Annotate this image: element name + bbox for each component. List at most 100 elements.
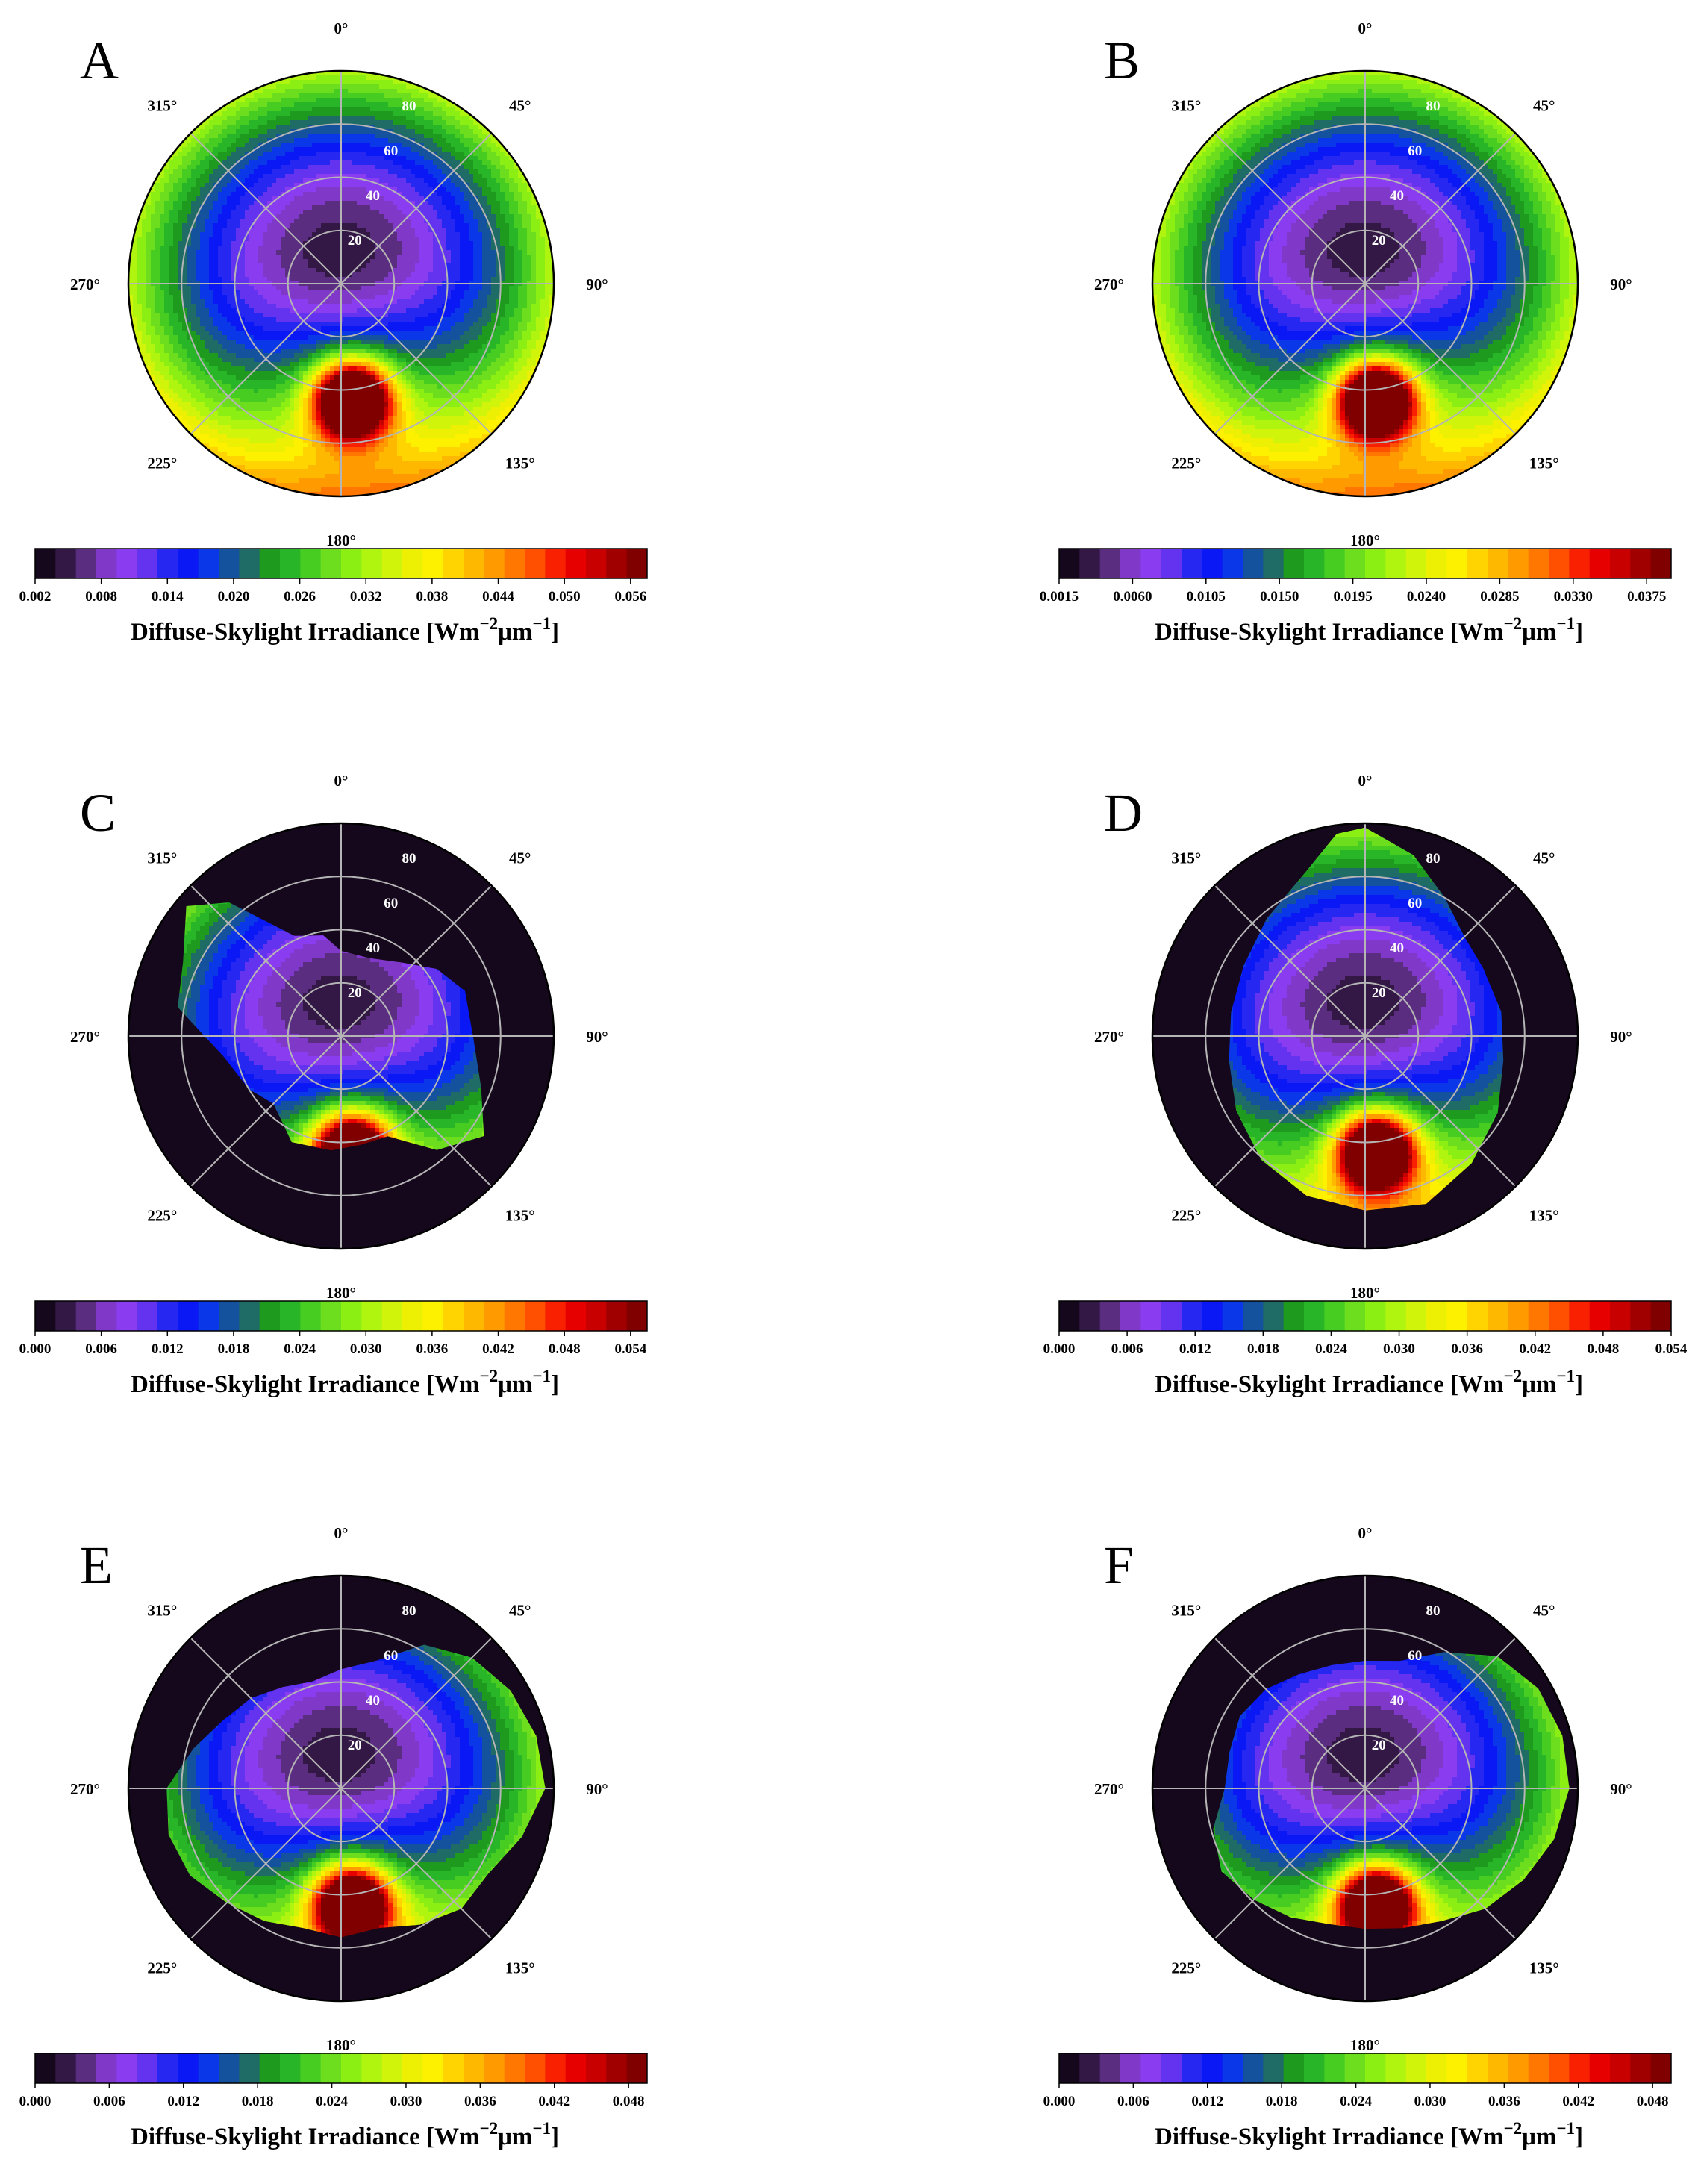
- contour-cell: [142, 304, 147, 309]
- contour-cell: [482, 277, 487, 282]
- contour-cell: [303, 165, 308, 170]
- contour-cell: [146, 286, 152, 291]
- contour-cell: [227, 102, 232, 107]
- contour-cell: [299, 187, 304, 193]
- contour-cell: [218, 286, 223, 291]
- contour-cell: [415, 290, 420, 296]
- contour-cell: [402, 317, 407, 322]
- contour-cell: [361, 246, 366, 251]
- contour-cell: [258, 134, 263, 139]
- contour-cell: [330, 80, 335, 85]
- contour-cell: [446, 214, 452, 219]
- contour-cell: [424, 160, 429, 166]
- contour-cell: [187, 147, 192, 152]
- contour-cell: [437, 326, 443, 331]
- contour-cell: [379, 111, 384, 116]
- contour-cell: [316, 192, 322, 197]
- contour-cell: [263, 232, 268, 237]
- contour-cell: [393, 210, 398, 215]
- contour-cell: [272, 116, 277, 121]
- contour-cell: [272, 107, 277, 112]
- contour-cell: [146, 322, 152, 327]
- contour-cell: [487, 277, 492, 282]
- contour-cell: [254, 138, 259, 143]
- contour-cell: [236, 272, 241, 278]
- contour-cell: [227, 344, 232, 349]
- contour-cell: [500, 174, 505, 179]
- contour-cell: [469, 340, 474, 345]
- contour-cell: [518, 210, 523, 215]
- contour-cell: [263, 201, 268, 206]
- contour-cell: [527, 237, 532, 242]
- contour-cell: [151, 196, 156, 202]
- contour-cell: [164, 340, 169, 345]
- contour-cell: [487, 169, 492, 175]
- contour-cell: [437, 98, 443, 103]
- contour-cell: [393, 156, 398, 161]
- contour-cell: [424, 241, 429, 246]
- contour-cell: [514, 331, 519, 336]
- contour-cell: [178, 232, 183, 237]
- contour-cell: [281, 317, 286, 322]
- contour-cell: [366, 80, 371, 85]
- contour-cell: [464, 299, 469, 305]
- contour-cell: [424, 232, 429, 237]
- contour-cell: [164, 344, 169, 349]
- contour-cell: [469, 299, 474, 305]
- contour-cell: [527, 268, 532, 273]
- contour-cell: [352, 272, 358, 278]
- contour-cell: [299, 255, 304, 260]
- contour-cell: [164, 178, 169, 184]
- contour-cell: [514, 219, 519, 224]
- contour-cell: [276, 80, 281, 85]
- contour-cell: [191, 237, 196, 242]
- contour-cell: [249, 129, 255, 134]
- contour-cell: [361, 71, 366, 76]
- contour-cell: [366, 183, 371, 188]
- contour-cell: [245, 183, 250, 188]
- contour-cell: [299, 223, 304, 228]
- contour-cell: [518, 272, 523, 278]
- contour-cell: [263, 169, 268, 175]
- contour-cell: [536, 322, 541, 327]
- contour-cell: [200, 290, 205, 296]
- contour-cell: [227, 219, 232, 224]
- contour-cell: [419, 277, 425, 282]
- contour-cell: [169, 272, 174, 278]
- contour-cell: [299, 304, 304, 309]
- contour-cell: [469, 174, 474, 179]
- contour-cell: [370, 174, 375, 179]
- contour-cell: [334, 120, 340, 125]
- contour-cell: [500, 246, 505, 251]
- contour-cell: [160, 237, 165, 242]
- contour-cell: [514, 326, 519, 331]
- contour-cell: [518, 228, 523, 233]
- contour-cell: [267, 192, 272, 197]
- contour-cell: [379, 340, 384, 345]
- contour-cell: [263, 237, 268, 242]
- contour-cell: [263, 290, 268, 296]
- contour-cell: [258, 326, 263, 331]
- contour-cell: [312, 277, 317, 282]
- contour-cell: [366, 187, 371, 193]
- contour-cell: [388, 107, 393, 112]
- contour-cell: [388, 93, 393, 99]
- contour-cell: [366, 205, 371, 210]
- contour-cell: [514, 304, 519, 309]
- contour-cell: [272, 165, 277, 170]
- contour-cell: [209, 263, 214, 269]
- contour-cell: [424, 138, 429, 143]
- contour-cell: [352, 80, 358, 85]
- contour-cell: [352, 326, 358, 331]
- contour-cell: [308, 308, 313, 313]
- contour-cell: [254, 174, 259, 179]
- contour-cell: [379, 295, 384, 300]
- contour-cell: [308, 326, 313, 331]
- contour-cell: [236, 340, 241, 345]
- contour-cell: [393, 205, 398, 210]
- contour-cell: [227, 295, 232, 300]
- contour-cell: [281, 295, 286, 300]
- contour-cell: [151, 232, 156, 237]
- contour-cell: [196, 259, 201, 264]
- contour-cell: [531, 313, 537, 318]
